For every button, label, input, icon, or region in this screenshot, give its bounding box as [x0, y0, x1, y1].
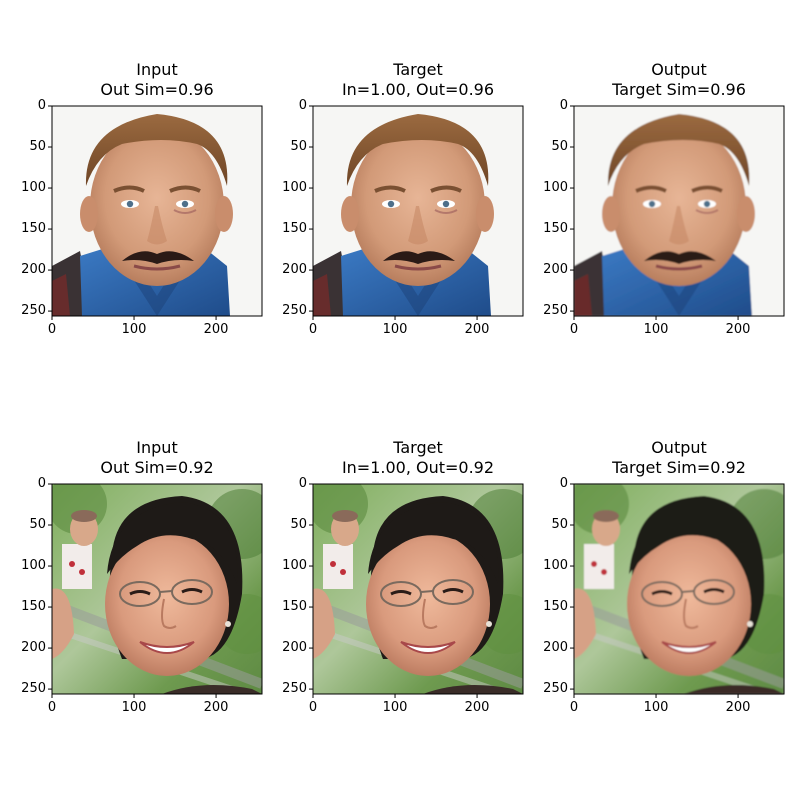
x-tick-label: 0 [47, 322, 57, 337]
panel-image [574, 106, 784, 316]
axes-frame [51, 105, 263, 317]
panel-image [52, 106, 262, 316]
y-tick-label: 250 [282, 303, 307, 319]
y-tick-label: 200 [282, 262, 307, 278]
y-tick-label: 0 [559, 98, 568, 113]
y-tick-label: 0 [298, 476, 307, 491]
x-tick-label: 0 [569, 322, 579, 337]
axes-frame [51, 483, 263, 695]
panel-title-line2: Out Sim=0.96 [100, 80, 214, 99]
y-tick-label: 200 [543, 640, 568, 656]
axes-frame [312, 483, 524, 695]
x-tick-label: 100 [643, 322, 669, 337]
y-tick-label: 50 [551, 139, 568, 155]
y-tick-label: 200 [21, 640, 46, 656]
y-tick-label: 100 [282, 180, 307, 196]
axes-frame [573, 483, 785, 695]
panel-image [47, 474, 277, 699]
y-tick-label: 50 [29, 517, 46, 533]
panel-title: Input Out Sim=0.92 [27, 438, 287, 478]
y-tick-label: 200 [282, 640, 307, 656]
axes-root [47, 105, 799, 699]
y-tick-label: 0 [37, 476, 46, 491]
y-tick-label: 50 [551, 517, 568, 533]
panel-r1c3 [570, 105, 785, 320]
y-tick-label: 150 [543, 599, 568, 615]
y-tick-label: 0 [37, 98, 46, 113]
y-tick-label: 150 [543, 221, 568, 237]
panel-title: Output Target Sim=0.96 [549, 60, 800, 100]
y-tick-label: 50 [290, 517, 307, 533]
y-tick-label: 100 [21, 558, 46, 574]
x-tick-label: 200 [725, 322, 751, 337]
panel-title-line2: Out Sim=0.92 [100, 458, 214, 477]
panel-title: Output Target Sim=0.92 [549, 438, 800, 478]
panel-title-line1: Output [651, 438, 707, 457]
panel-r2c3 [569, 474, 799, 699]
panel-r1c2 [309, 105, 524, 320]
panel-title: Target In=1.00, Out=0.92 [288, 438, 548, 478]
y-tick-label: 200 [21, 262, 46, 278]
panel-r1c1 [48, 105, 263, 320]
x-tick-label: 100 [382, 700, 408, 715]
axes-frame [573, 105, 785, 317]
panel-image [313, 106, 523, 316]
x-tick-label: 200 [203, 322, 229, 337]
y-tick-label: 150 [21, 221, 46, 237]
y-tick-label: 200 [543, 262, 568, 278]
panel-image [569, 474, 799, 699]
panel-title-line1: Target [393, 60, 443, 79]
x-tick-label: 100 [121, 322, 147, 337]
panel-title: Target In=1.00, Out=0.96 [288, 60, 548, 100]
y-tick-label: 0 [298, 98, 307, 113]
panel-r2c1 [47, 474, 277, 699]
y-tick-label: 50 [29, 139, 46, 155]
panel-title-line1: Output [651, 60, 707, 79]
panel-image [308, 474, 538, 699]
y-tick-label: 100 [21, 180, 46, 196]
y-tick-label: 250 [21, 303, 46, 319]
panel-title-line2: In=1.00, Out=0.92 [341, 458, 495, 477]
x-tick-label: 100 [382, 322, 408, 337]
y-tick-label: 250 [21, 681, 46, 697]
x-tick-label: 0 [47, 700, 57, 715]
y-tick-label: 50 [290, 139, 307, 155]
panel-title: Input Out Sim=0.96 [27, 60, 287, 100]
y-tick-label: 250 [282, 681, 307, 697]
y-tick-label: 150 [282, 221, 307, 237]
x-tick-label: 200 [203, 700, 229, 715]
x-tick-label: 200 [725, 700, 751, 715]
panel-title-line2: Target Sim=0.92 [612, 458, 746, 477]
y-tick-label: 100 [543, 180, 568, 196]
x-tick-label: 0 [308, 322, 318, 337]
axes-frame [312, 105, 524, 317]
panel-title-line1: Target [393, 438, 443, 457]
y-tick-label: 0 [559, 476, 568, 491]
y-tick-label: 150 [21, 599, 46, 615]
x-tick-label: 0 [569, 700, 579, 715]
panel-title-line1: Input [136, 60, 178, 79]
y-tick-label: 100 [543, 558, 568, 574]
panel-title-line2: In=1.00, Out=0.96 [341, 80, 495, 99]
panel-title-line1: Input [136, 438, 178, 457]
x-tick-label: 0 [308, 700, 318, 715]
x-tick-label: 100 [643, 700, 669, 715]
y-tick-label: 150 [282, 599, 307, 615]
y-tick-label: 100 [282, 558, 307, 574]
x-tick-label: 200 [464, 322, 490, 337]
panel-title-line2: Target Sim=0.96 [612, 80, 746, 99]
x-tick-label: 100 [121, 700, 147, 715]
y-tick-label: 250 [543, 681, 568, 697]
panel-r2c2 [308, 474, 538, 699]
x-tick-label: 200 [464, 700, 490, 715]
y-tick-label: 250 [543, 303, 568, 319]
